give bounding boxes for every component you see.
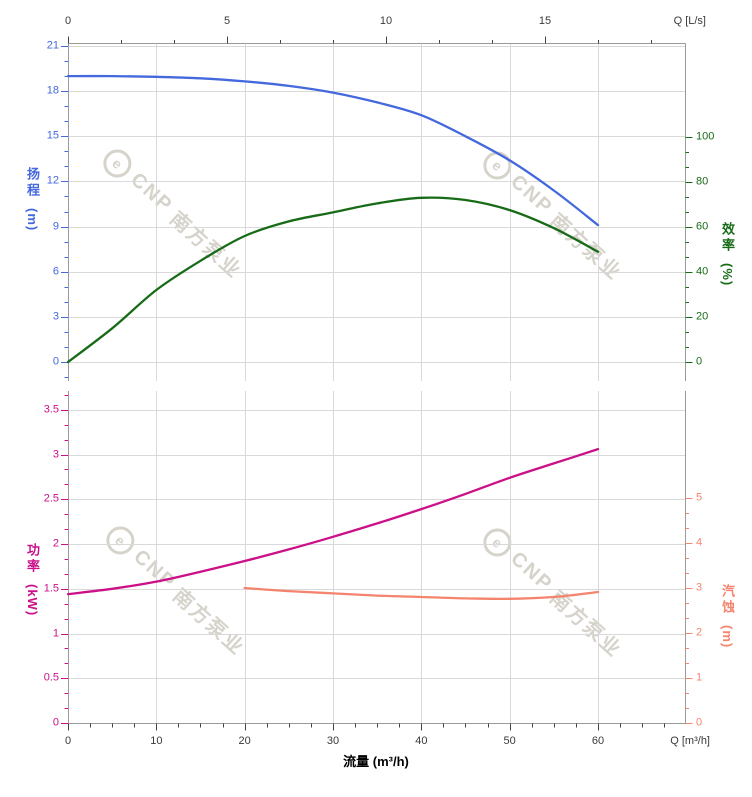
head-axis-tick-label: 0 xyxy=(52,355,59,368)
npsh-axis-tick-label: 1 xyxy=(696,671,703,684)
flow-axis-tick-label: 60 xyxy=(591,735,605,747)
power-axis-title: 功率 xyxy=(25,543,40,575)
efficiency-axis-title-group: 效率 (%) xyxy=(719,222,736,286)
efficiency-axis-tick-label: 80 xyxy=(696,175,709,188)
head-axis-tick-label: 15 xyxy=(46,129,59,142)
npsh-axis-title: 汽蚀 xyxy=(720,584,735,616)
top-axis-tick-label: 15 xyxy=(538,15,552,27)
power-axis-title-group: 功率 (kW) xyxy=(24,543,41,616)
npsh-curve xyxy=(243,586,600,600)
efficiency-curve xyxy=(66,196,600,364)
flow-axis-tick-label: 0 xyxy=(64,735,72,747)
power-axis-tick-label: 0.5 xyxy=(43,671,59,684)
head-axis-title-group: 扬程 (m) xyxy=(24,167,41,231)
head-axis-tick-label: 9 xyxy=(52,220,59,233)
efficiency-axis-unit: (%) xyxy=(720,263,735,287)
top-axis-tick-label: 5 xyxy=(223,15,231,27)
head-axis-tick-label: 21 xyxy=(46,39,59,52)
power-axis-tick-label: 3 xyxy=(52,448,59,460)
top-flow-unit-label: Q [L/s] xyxy=(673,15,706,27)
top-axis-tick-label: 0 xyxy=(64,15,72,27)
npsh-axis-tick-label: 2 xyxy=(696,626,703,639)
npsh-axis-tick-label: 3 xyxy=(696,581,703,594)
power-axis-unit: (kW) xyxy=(25,584,40,617)
power-axis-tick-label: 1.5 xyxy=(43,582,59,595)
head-axis-tick-label: 12 xyxy=(46,174,59,187)
flow-axis-tick-label: 10 xyxy=(150,735,163,747)
power-axis-tick-label: 3.5 xyxy=(43,403,59,416)
bottom-flow-unit-label: Q [m³/h] xyxy=(670,735,710,747)
npsh-axis-tick-label: 0 xyxy=(696,716,703,729)
power-axis-tick-label: 1 xyxy=(52,627,59,639)
head-axis-title: 扬程 xyxy=(25,167,40,199)
npsh-axis-tick-label: 5 xyxy=(696,491,703,504)
head-axis-tick-label: 18 xyxy=(46,84,59,97)
efficiency-axis-tick-label: 20 xyxy=(696,310,709,323)
npsh-axis-title-group: 汽蚀 (m) xyxy=(719,584,736,648)
npsh-axis-tick-label: 4 xyxy=(696,536,703,549)
npsh-axis-unit: (m) xyxy=(720,625,735,649)
efficiency-axis-tick-label: 60 xyxy=(696,220,709,233)
flow-axis-tick-label: 20 xyxy=(238,735,251,747)
head-axis-tick-label: 6 xyxy=(52,265,59,278)
efficiency-axis-tick-label: 0 xyxy=(696,355,703,368)
power-curve xyxy=(66,447,600,596)
flow-axis-tick-label: 40 xyxy=(415,735,428,747)
efficiency-axis-tick-label: 40 xyxy=(696,265,709,278)
flow-axis-tick-label: 50 xyxy=(503,735,516,747)
top-axis-tick-label: 10 xyxy=(379,15,393,27)
flow-axis-title: 流量 (m³/h) xyxy=(343,754,409,769)
head-curve xyxy=(66,74,600,227)
head-axis-tick-label: 3 xyxy=(52,310,59,323)
power-axis-tick-label: 0 xyxy=(52,716,59,729)
flow-axis-tick-label: 30 xyxy=(326,735,340,747)
efficiency-axis-tick-label: 100 xyxy=(696,130,715,143)
power-axis-tick-label: 2.5 xyxy=(43,492,59,505)
efficiency-axis-title: 效率 xyxy=(720,222,735,254)
power-axis-tick-label: 2 xyxy=(52,537,59,550)
head-axis-unit: (m) xyxy=(25,208,40,232)
